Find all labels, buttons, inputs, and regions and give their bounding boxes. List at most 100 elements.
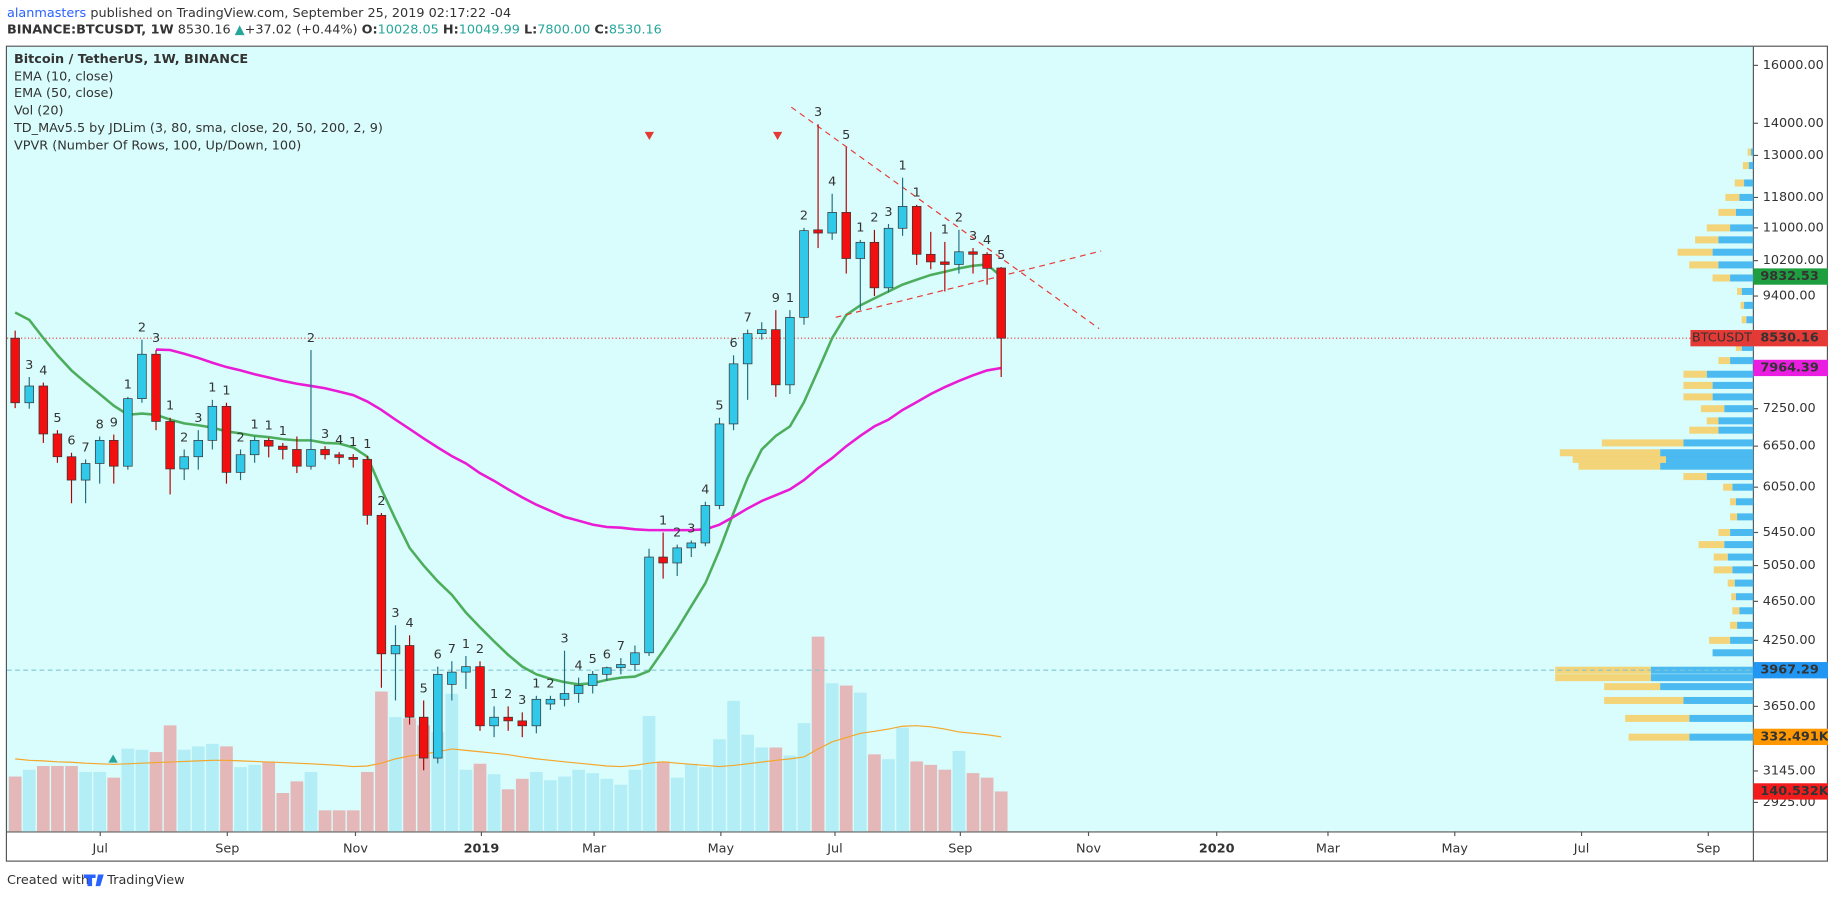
td-count: 1 <box>349 435 357 450</box>
author[interactable]: alanmasters <box>7 5 87 20</box>
volume-bar <box>459 769 473 832</box>
vpvr-down <box>1730 621 1738 629</box>
td-count: 6 <box>434 647 442 662</box>
candle-body <box>700 505 711 544</box>
signal-marker <box>644 131 655 141</box>
x-tick-label: Sep <box>215 841 239 856</box>
volume-bar <box>530 771 543 832</box>
y-tick-label: 11000.00 <box>1763 220 1824 235</box>
footer-brand[interactable]: TradingView <box>106 873 184 888</box>
y-tick-label: 11800.00 <box>1763 190 1824 205</box>
td-count: 2 <box>546 677 554 692</box>
candle-body <box>771 329 781 386</box>
y-tick-label: 7250.00 <box>1763 401 1816 416</box>
vpvr-up <box>1683 696 1754 704</box>
vpvr-down <box>1604 683 1661 691</box>
candle-body <box>263 439 274 447</box>
vpvr-down <box>1709 636 1731 644</box>
vpvr-up <box>1718 236 1754 244</box>
candle-body <box>644 556 654 654</box>
y-tick-label: 5450.00 <box>1763 525 1816 540</box>
td-count: 6 <box>603 647 611 662</box>
vpvr-up <box>1650 666 1754 674</box>
hline-tag-bg <box>1753 662 1828 679</box>
td-count: 1 <box>208 381 216 396</box>
td-count: 7 <box>744 310 752 325</box>
vpvr-down <box>1718 528 1731 536</box>
x-tick-label: Nov <box>343 841 368 856</box>
candle-body <box>376 514 387 655</box>
frame <box>5 45 1828 862</box>
td-count: 4 <box>701 483 709 498</box>
vpvr-up <box>1746 316 1754 324</box>
vpvr-down <box>1730 513 1738 521</box>
volume-bar <box>868 754 881 832</box>
candle-body <box>897 205 908 229</box>
last-price-tag: 8530.16 <box>1760 331 1818 346</box>
x-tick-label: Mar <box>1316 841 1341 856</box>
y-tick-label: 4250.00 <box>1763 633 1816 648</box>
footer-created: Created with <box>7 873 89 888</box>
c: 8530.16 <box>609 22 662 37</box>
vpvr-up <box>1735 498 1754 506</box>
td-count: 4 <box>39 363 47 378</box>
candle-body <box>278 445 288 450</box>
vpvr-up <box>1718 417 1754 425</box>
td-count: 2 <box>307 331 315 346</box>
volume-bar <box>121 748 135 832</box>
vpvr-down <box>1737 287 1742 295</box>
td-count: 4 <box>828 175 836 190</box>
vpvr-up <box>1730 636 1754 644</box>
candle-body <box>799 230 809 318</box>
vpvr-up <box>1739 193 1754 201</box>
candle-body <box>517 720 527 727</box>
vpvr-down <box>1732 607 1740 615</box>
ema50-line <box>155 348 1002 532</box>
volume-bar <box>544 780 557 832</box>
vpvr-down <box>1727 579 1735 587</box>
ema10-tag-bg <box>1753 268 1828 285</box>
legend-title: Bitcoin / TetherUS, 1W, BINANCE <box>14 52 248 67</box>
td-count: 5 <box>715 399 723 414</box>
volume-bar <box>262 761 276 832</box>
volume-bar <box>375 691 388 832</box>
volume-bar <box>797 723 811 832</box>
y-tick-label: 3650.00 <box>1763 699 1816 714</box>
candle-body <box>587 673 598 686</box>
volume-bar <box>994 791 1008 832</box>
vpvr-up <box>1665 455 1754 463</box>
vpvr-down <box>1683 473 1707 481</box>
y-tick-label: 6050.00 <box>1763 480 1816 495</box>
candle-body <box>24 385 34 404</box>
candle-body <box>954 251 964 265</box>
td-count: 1 <box>265 419 273 434</box>
legend-entry: EMA (10, close) <box>14 70 113 85</box>
candle-body <box>531 698 542 727</box>
volume-ma-tag-bg <box>1753 728 1828 746</box>
vpvr-down <box>1712 274 1731 282</box>
vpvr-down <box>1689 261 1719 269</box>
volume-bar <box>839 685 853 832</box>
vpvr-down <box>1698 541 1725 549</box>
candle-body <box>728 363 739 425</box>
vpvr-down <box>1731 593 1736 601</box>
c-label: C: <box>594 22 609 37</box>
volume-bar <box>51 766 64 832</box>
vpvr-up <box>1744 301 1754 309</box>
td-count: 3 <box>518 693 526 708</box>
td-count: 4 <box>575 658 583 673</box>
td-count: 3 <box>814 105 822 120</box>
td-count: 2 <box>180 430 188 445</box>
candle-body <box>249 439 260 456</box>
td-count: 7 <box>82 440 90 455</box>
y-tick-label: 10200.00 <box>1763 253 1824 268</box>
candle-body <box>433 673 443 759</box>
volume-bar <box>952 750 966 832</box>
candle-body <box>841 212 851 259</box>
vpvr-up <box>1732 566 1754 574</box>
td-count: 2 <box>673 525 681 540</box>
vpvr-up <box>1751 148 1754 156</box>
x-tick-label: Sep <box>948 841 972 856</box>
symbol-tag: BTCUSDT <box>1692 331 1752 346</box>
volume-bar <box>163 725 177 832</box>
